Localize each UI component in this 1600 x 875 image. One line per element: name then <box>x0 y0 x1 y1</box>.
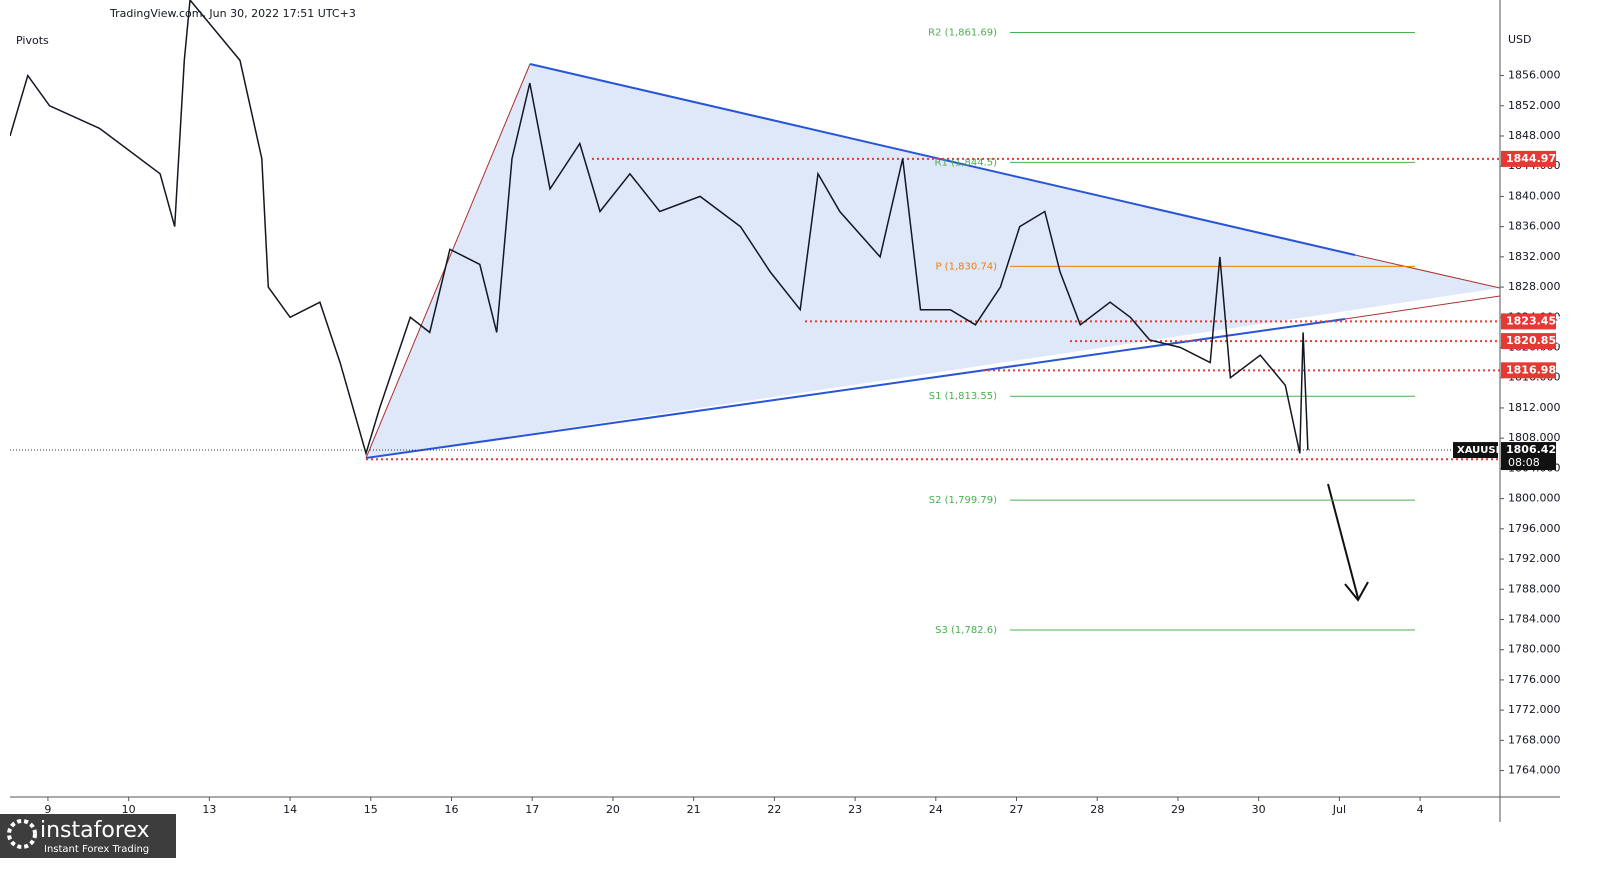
trend-line <box>1354 254 1500 289</box>
x-tick-label: 9 <box>44 803 51 816</box>
y-tick-label: 1800.000 <box>1508 492 1561 505</box>
x-tick-label: 14 <box>283 803 297 816</box>
logo-name: instaforex <box>40 818 150 843</box>
x-tick-label: 27 <box>1010 803 1024 816</box>
triangle-fill <box>366 64 1500 458</box>
y-tick-label: 1784.000 <box>1508 612 1561 625</box>
chart-layer: 1764.000 1768.000 1772.000 1776.000 1780.000… <box>10 0 1564 816</box>
last-price-box <box>1501 442 1556 471</box>
countdown: 08:08 <box>1508 456 1540 469</box>
x-tick-label: 30 <box>1252 803 1266 816</box>
y-tick-label: 1776.000 <box>1508 673 1561 686</box>
y-tick-label: 1832.000 <box>1508 250 1561 263</box>
x-tick-label: 29 <box>1171 803 1185 816</box>
x-tick-label: 24 <box>929 803 943 816</box>
level-label: 1823.455 <box>1506 314 1564 327</box>
pivot-label: P (1,830.74) <box>935 261 997 272</box>
last-price-label: 1806.425 <box>1506 443 1564 456</box>
x-tick-label: 13 <box>202 803 216 816</box>
x-tick-label: 10 <box>122 803 136 816</box>
y-tick-label: 1780.000 <box>1508 643 1561 656</box>
x-tick-label: 21 <box>687 803 701 816</box>
level-label: 1844.970 <box>1506 152 1564 165</box>
y-tick-label: 1808.000 <box>1508 431 1561 444</box>
level-label: 1816.980 <box>1506 363 1564 376</box>
y-tick-label: 1852.000 <box>1508 99 1561 112</box>
logo-tagline: Instant Forex Trading <box>44 844 149 855</box>
y-tick-label: 1856.000 <box>1508 69 1561 82</box>
arrow-head <box>1344 581 1369 602</box>
pivot-label: S1 (1,813.55) <box>929 391 997 402</box>
trend-line <box>1344 295 1500 320</box>
x-tick-label: 23 <box>848 803 862 816</box>
y-tick-label: 1848.000 <box>1508 129 1561 142</box>
level-box <box>1501 333 1556 350</box>
logo-box <box>0 814 176 858</box>
x-tick-label: 16 <box>445 803 459 816</box>
y-tick-label: 1812.000 <box>1508 401 1561 414</box>
x-tick-label: 4 <box>1417 803 1424 816</box>
y-tick-label: 1772.000 <box>1508 703 1561 716</box>
indicator-name: Pivots <box>16 34 49 47</box>
support-line <box>365 318 1346 459</box>
y-tick-label: 1764.000 <box>1508 764 1561 777</box>
y-tick-label: 1788.000 <box>1508 582 1561 595</box>
x-tick-label: 28 <box>1090 803 1104 816</box>
logo-icon <box>7 819 37 849</box>
y-tick-label: 1768.000 <box>1508 733 1561 746</box>
y-tick-label: 1836.000 <box>1508 220 1561 233</box>
level-box <box>1501 150 1556 167</box>
symbol-label: XAUUSD <box>1457 445 1504 456</box>
trend-line <box>365 63 531 459</box>
level-box <box>1501 313 1556 330</box>
pivot-label: R1 (1,844.5) <box>935 157 998 168</box>
pivot-label: R2 (1,861.69) <box>928 28 997 39</box>
symbol-box <box>1453 442 1498 459</box>
x-tick-label: 15 <box>364 803 378 816</box>
y-tick-label: 1828.000 <box>1508 280 1561 293</box>
y-tick-label: 1792.000 <box>1508 552 1561 565</box>
pivot-label: S3 (1,782.6) <box>935 625 997 636</box>
currency: USD <box>1508 33 1532 46</box>
x-tick-label: 20 <box>606 803 620 816</box>
arrow <box>1327 483 1359 599</box>
level-label: 1820.850 <box>1506 334 1564 347</box>
x-tick-label: 17 <box>525 803 539 816</box>
x-tick-label: 22 <box>767 803 781 816</box>
level-box <box>1501 362 1556 379</box>
drawings <box>365 63 1500 602</box>
y-tick-label: 1796.000 <box>1508 522 1561 535</box>
y-tick-label: 1840.000 <box>1508 189 1561 202</box>
x-tick-label: Jul <box>1332 803 1346 816</box>
price-line <box>10 0 1309 456</box>
pivot-label: S2 (1,799.79) <box>929 495 997 506</box>
header: TradingView.com, Jun 30, 2022 17:51 UTC+… <box>109 7 356 20</box>
